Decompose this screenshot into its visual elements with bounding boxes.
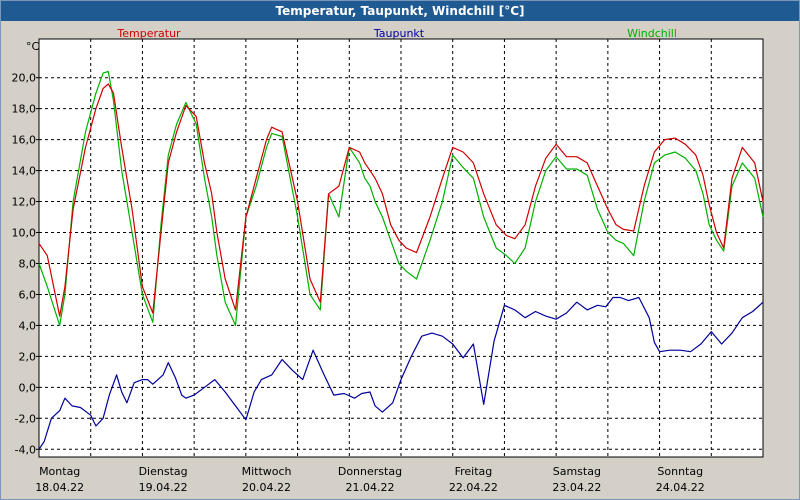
y-tick-label: -2,0 (15, 412, 36, 425)
legend-taupunkt: Taupunkt (373, 27, 425, 40)
x-date-label: 22.04.22 (449, 481, 498, 494)
x-date-label: 19.04.22 (139, 481, 188, 494)
x-date-label: 23.04.22 (552, 481, 601, 494)
x-date-label: 24.04.22 (656, 481, 705, 494)
y-tick-label: 20,0 (12, 72, 37, 85)
series-line-windchill (38, 70, 764, 326)
series-lines (38, 70, 764, 450)
x-axis-labels: Montag 18.04.22 Dienstag 19.04.22 Mittwoch 20… (35, 465, 705, 494)
x-day-label: Mittwoch (242, 465, 292, 478)
y-tick-label: 2,0 (19, 350, 37, 363)
y-tick-label: 16,0 (12, 134, 37, 147)
grid-lines (39, 39, 763, 457)
y-tick-label: 14,0 (12, 165, 37, 178)
y-axis-ticks: -4,0 -2,0 0,0 2,0 4,0 6,0 8,0 10,0 12,0 14,0 16,0 1… (12, 72, 39, 456)
x-day-label: Freitag (455, 465, 493, 478)
x-date-label: 21.04.22 (345, 481, 394, 494)
y-tick-label: 8,0 (19, 257, 37, 270)
y-axis-label: °C (26, 40, 40, 53)
x-date-label: 18.04.22 (35, 481, 84, 494)
series-line-taupunkt (38, 296, 764, 450)
y-tick-label: 12,0 (12, 196, 37, 209)
y-tick-label: 0,0 (19, 381, 37, 394)
y-tick-label: 6,0 (19, 288, 37, 301)
legend-temperatur: Temperatur (116, 27, 181, 40)
y-tick-label: -4,0 (15, 443, 36, 456)
y-tick-label: 4,0 (19, 319, 37, 332)
x-date-label: 20.04.22 (242, 481, 291, 494)
x-day-label: Sonntag (657, 465, 703, 478)
x-day-label: Montag (39, 465, 80, 478)
legend: Temperatur Taupunkt Windchill (116, 27, 677, 40)
legend-windchill: Windchill (627, 27, 677, 40)
series-line-temperatur (38, 83, 764, 317)
x-day-label: Donnerstag (338, 465, 402, 478)
x-day-label: Dienstag (139, 465, 188, 478)
window-title: Temperatur, Taupunkt, Windchill [°C] (1, 1, 799, 21)
x-day-label: Samstag (553, 465, 601, 478)
y-tick-label: 10,0 (12, 227, 37, 240)
temperature-chart: -4,0 -2,0 0,0 2,0 4,0 6,0 8,0 10,0 12,0 14,0 16,0 1… (12, 27, 764, 494)
y-tick-label: 18,0 (12, 103, 37, 116)
